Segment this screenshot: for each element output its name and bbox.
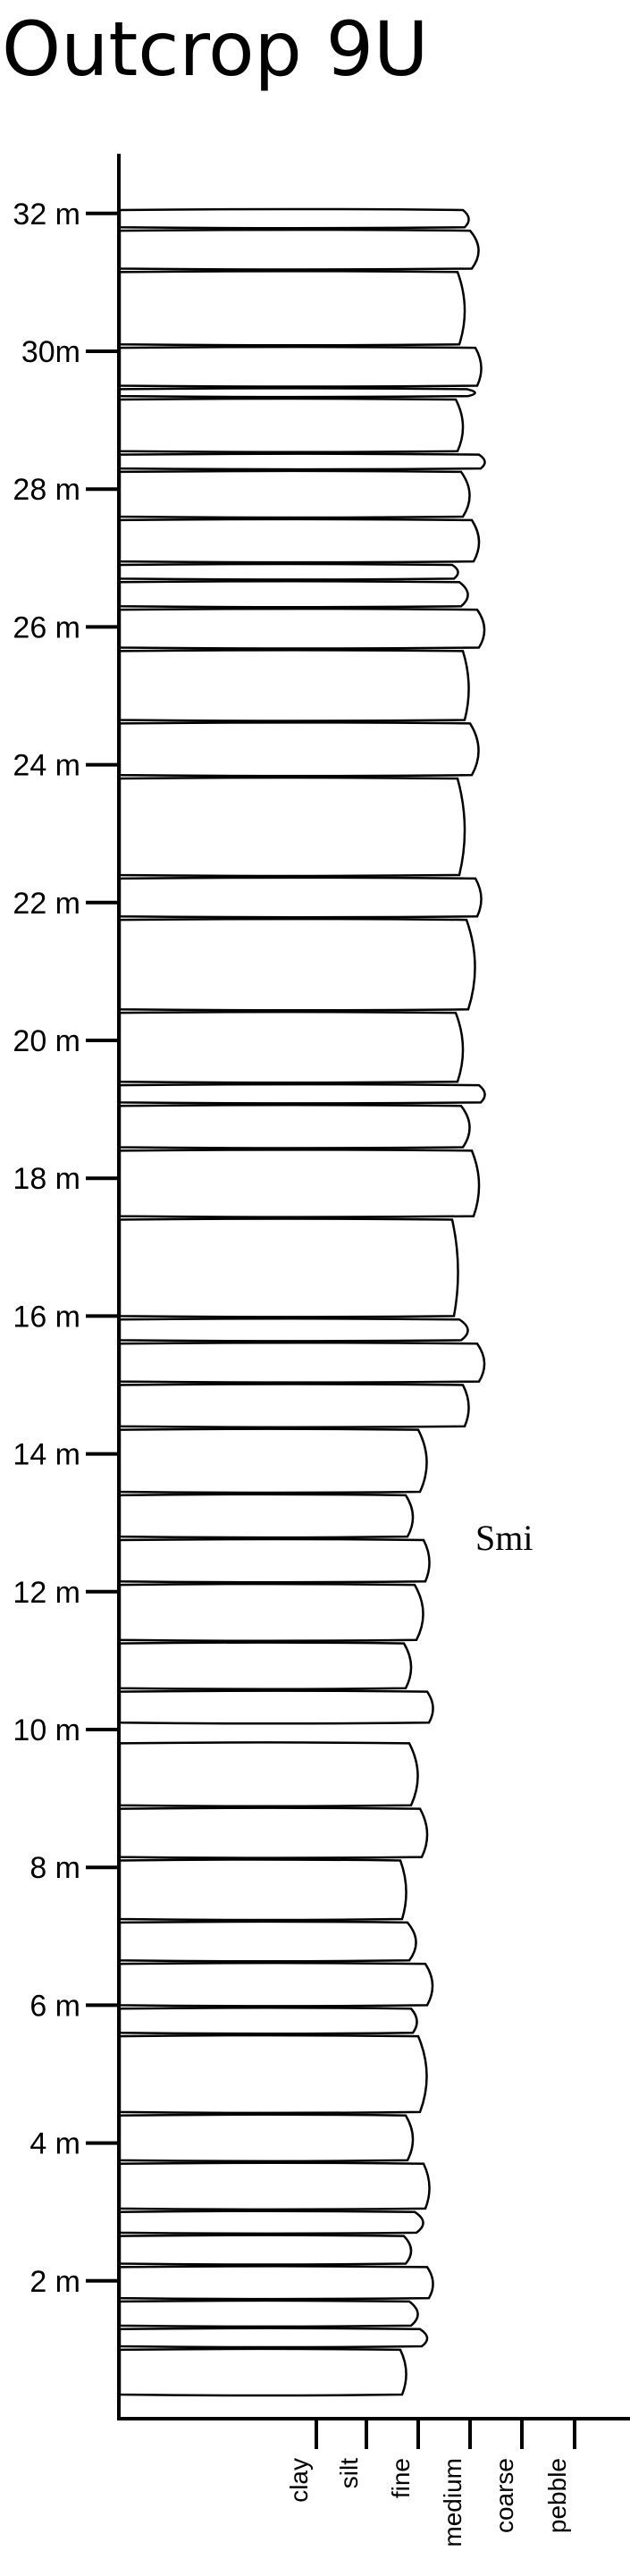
depth-ticks: 2 m 4 m 6 m 8 m 10 m 12 m 14 m 16 m 18 m 20 m 22 m… [13, 198, 119, 2299]
facies-label: Smi [475, 1518, 533, 1558]
bed-2 [118, 2327, 429, 2349]
bed-42 [118, 387, 476, 399]
bed-37 [118, 562, 459, 581]
grain-size-label-clay: clay [285, 2458, 313, 2503]
depth-label: 2 m [29, 2265, 80, 2299]
bed-36 [118, 580, 469, 609]
bed-30 [118, 917, 476, 1012]
bed-10 [118, 2007, 418, 2035]
grain-size-label-medium: medium [439, 2458, 466, 2547]
bed-23 [118, 1341, 486, 1384]
depth-label: 28 m [13, 473, 80, 507]
depth-label: 22 m [13, 887, 80, 921]
bed-43 [118, 345, 483, 388]
bed-39 [118, 469, 471, 519]
bed-8 [118, 2113, 415, 2163]
bed-6 [118, 2210, 424, 2235]
bed-31 [118, 876, 483, 919]
bed-44 [118, 270, 466, 347]
beds-layer [118, 207, 486, 2397]
bed-27 [118, 1103, 471, 1149]
bed-21 [118, 1427, 428, 1494]
bed-14 [118, 1806, 429, 1859]
depth-label: 32 m [13, 198, 80, 232]
depth-label: 18 m [13, 1162, 80, 1196]
bed-3 [118, 2299, 419, 2328]
depth-label: 6 m [29, 1989, 80, 2023]
depth-label: 30m [21, 335, 80, 369]
grain-size-label-fine: fine [387, 2458, 415, 2498]
depth-label: 20 m [13, 1024, 80, 1058]
bed-11 [118, 1961, 434, 2008]
bed-41 [118, 397, 465, 454]
bed-22 [118, 1383, 470, 1429]
bed-46 [118, 207, 470, 230]
grain-size-label-pebble: pebble [543, 2458, 571, 2533]
bed-1 [118, 2347, 407, 2397]
bed-26 [118, 1149, 481, 1218]
depth-label: 12 m [13, 1576, 80, 1610]
depth-label: 24 m [13, 749, 80, 783]
bed-29 [118, 1010, 465, 1084]
bed-20 [118, 1493, 415, 1539]
bed-33 [118, 721, 480, 778]
grain-size-ticks: clay silt fine medium coarse pebble [285, 2419, 576, 2547]
bed-16 [118, 1689, 434, 1725]
bed-7 [118, 2161, 431, 2211]
depth-label: 26 m [13, 610, 80, 644]
depth-label: 4 m [29, 2127, 80, 2161]
bed-13 [118, 1858, 407, 1922]
bed-4 [118, 2265, 434, 2301]
bed-38 [118, 518, 481, 564]
bed-24 [118, 1317, 469, 1343]
bed-32 [118, 776, 466, 878]
bed-9 [118, 2033, 428, 2115]
bed-28 [118, 1082, 486, 1105]
bed-25 [118, 1217, 459, 1318]
bed-15 [118, 1741, 419, 1808]
depth-label: 8 m [29, 1851, 80, 1885]
bed-12 [118, 1920, 417, 1963]
bed-34 [118, 649, 470, 722]
bed-17 [118, 1641, 413, 1690]
bed-19 [118, 1537, 431, 1584]
depth-label: 16 m [13, 1300, 80, 1334]
depth-label: 10 m [13, 1713, 80, 1747]
page-title: Outcrop 9U [2, 5, 429, 93]
bed-40 [118, 452, 486, 471]
depth-label: 14 m [13, 1438, 80, 1472]
grain-size-label-coarse: coarse [491, 2458, 518, 2533]
grain-size-label-silt: silt [335, 2458, 363, 2488]
bed-5 [118, 2234, 413, 2266]
bed-45 [118, 228, 480, 271]
bed-35 [118, 607, 486, 650]
bed-18 [118, 1582, 424, 1643]
